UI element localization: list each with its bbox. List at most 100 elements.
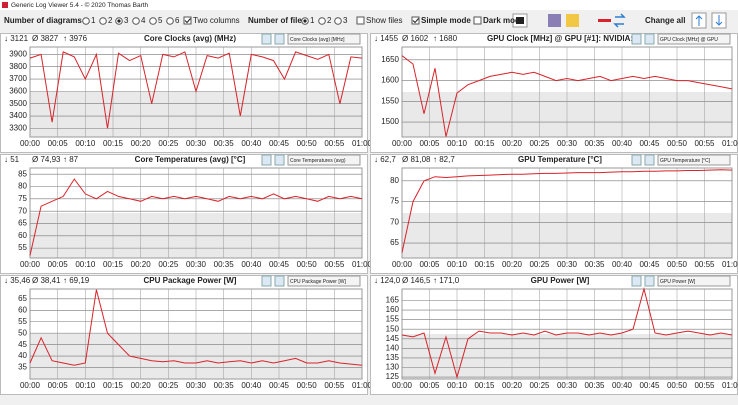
radio-label: 1 xyxy=(91,16,96,25)
dropdown-label: Core Temperatures (avg) xyxy=(290,158,346,164)
x-tick-label: 01:00 xyxy=(352,381,373,390)
dropdown-label: CPU Package Power [W] xyxy=(290,279,346,285)
radio-button[interactable] xyxy=(82,17,90,25)
x-tick-label: 00:35 xyxy=(584,260,605,269)
x-tick-label: 00:40 xyxy=(241,260,262,269)
x-tick-label: 00:00 xyxy=(20,381,41,390)
x-tick-label: 00:05 xyxy=(419,381,440,390)
y-tick-label: 55 xyxy=(18,317,27,326)
radio-button[interactable] xyxy=(166,17,174,25)
x-tick-label: 00:15 xyxy=(103,260,124,269)
radio-button[interactable] xyxy=(99,17,107,25)
x-tick-label: 00:10 xyxy=(447,139,468,148)
option-button[interactable] xyxy=(274,33,285,45)
stat-max: ↑ 87 xyxy=(63,155,79,164)
x-tick-label: 00:05 xyxy=(48,139,69,148)
radio-button[interactable] xyxy=(132,17,140,25)
option-button[interactable] xyxy=(644,275,655,287)
option-button[interactable] xyxy=(261,154,272,166)
change-all-label: Change all xyxy=(645,16,685,25)
app-icon xyxy=(2,2,8,8)
option-button[interactable] xyxy=(631,275,642,287)
x-tick-label: 00:55 xyxy=(694,139,715,148)
checkbox-label: Show files xyxy=(366,16,402,25)
y-tick-label: 85 xyxy=(18,169,27,178)
y-tick-label: 50 xyxy=(18,328,27,337)
title-bar xyxy=(0,0,738,10)
x-tick-label: 00:40 xyxy=(612,260,633,269)
dropdown-label: GPU Power [W] xyxy=(660,279,696,285)
line-color-button[interactable] xyxy=(598,19,611,22)
x-tick-label: 00:00 xyxy=(20,139,41,148)
x-tick-label: 00:50 xyxy=(297,381,318,390)
y-tick-label: 65 xyxy=(390,238,399,247)
x-tick-label: 00:15 xyxy=(474,260,495,269)
radio-button[interactable] xyxy=(318,17,326,25)
x-tick-label: 00:20 xyxy=(131,260,152,269)
y-tick-label: 80 xyxy=(18,182,27,191)
y-tick-label: 40 xyxy=(18,351,27,360)
x-tick-label: 00:00 xyxy=(392,139,413,148)
y-tick-label: 70 xyxy=(18,206,27,215)
series-dropdown[interactable] xyxy=(657,33,731,45)
option-button[interactable] xyxy=(644,154,655,166)
y-tick-label: 80 xyxy=(390,176,399,185)
down-icon xyxy=(715,15,723,26)
stat-avg: Ø 3827 xyxy=(32,34,59,43)
x-tick-label: 00:35 xyxy=(584,139,605,148)
checkbox[interactable] xyxy=(411,16,420,25)
x-tick-label: 00:35 xyxy=(214,381,235,390)
x-tick-label: 00:10 xyxy=(75,381,96,390)
up-icon xyxy=(695,15,703,26)
series-dropdown[interactable] xyxy=(657,154,731,166)
y-tick-label: 145 xyxy=(386,334,400,343)
checkbox[interactable] xyxy=(356,16,365,25)
x-tick-label: 00:50 xyxy=(667,381,688,390)
option-button[interactable] xyxy=(274,154,285,166)
series-dropdown[interactable] xyxy=(287,33,361,45)
x-tick-label: 00:10 xyxy=(75,139,96,148)
data-line xyxy=(401,55,733,137)
option-button[interactable] xyxy=(261,33,272,45)
window-title: Generic Log Viewer 5.4 - © 2020 Thomas B… xyxy=(11,1,149,9)
x-tick-label: 00:25 xyxy=(158,260,179,269)
chart-title: GPU Power [W] xyxy=(531,276,590,285)
save-button[interactable] xyxy=(548,14,561,27)
x-tick-label: 00:30 xyxy=(557,260,578,269)
y-tick-label: 140 xyxy=(386,343,400,352)
x-tick-label: 00:05 xyxy=(48,260,69,269)
chart-title: GPU Clock [MHz] @ GPU [#1]: NVIDIA: xyxy=(487,34,633,43)
series-dropdown[interactable] xyxy=(287,154,361,166)
option-button[interactable] xyxy=(274,275,285,287)
x-tick-label: 00:45 xyxy=(269,381,290,390)
option-button[interactable] xyxy=(644,33,655,45)
x-tick-label: 00:15 xyxy=(474,381,495,390)
dropdown-label: GPU Clock [MHz] @ GPU xyxy=(660,37,718,43)
y-tick-label: 75 xyxy=(18,194,27,203)
radio-label: 2 xyxy=(327,16,332,25)
option-button[interactable] xyxy=(631,33,642,45)
x-tick-label: 00:20 xyxy=(502,381,523,390)
option-button[interactable] xyxy=(631,154,642,166)
swap-button[interactable] xyxy=(613,13,626,28)
series-dropdown[interactable] xyxy=(287,275,361,287)
x-tick-label: 00:15 xyxy=(474,139,495,148)
radio-button[interactable] xyxy=(149,17,157,25)
x-tick-label: 00:50 xyxy=(667,139,688,148)
radio-button[interactable] xyxy=(334,17,342,25)
option-button[interactable] xyxy=(261,275,272,287)
checkbox[interactable] xyxy=(473,16,482,25)
y-tick-label: 3700 xyxy=(9,74,27,83)
checkbox[interactable] xyxy=(183,16,192,25)
x-tick-label: 00:35 xyxy=(214,139,235,148)
open-button[interactable] xyxy=(566,14,579,27)
y-tick-label: 135 xyxy=(386,353,400,362)
y-tick-label: 155 xyxy=(386,315,400,324)
series-dropdown[interactable] xyxy=(657,275,731,287)
x-tick-label: 00:50 xyxy=(297,139,318,148)
x-tick-label: 00:55 xyxy=(694,381,715,390)
x-tick-label: 00:40 xyxy=(241,139,262,148)
diagrams-label: Number of diagrams xyxy=(4,16,82,25)
x-tick-label: 00:30 xyxy=(557,139,578,148)
